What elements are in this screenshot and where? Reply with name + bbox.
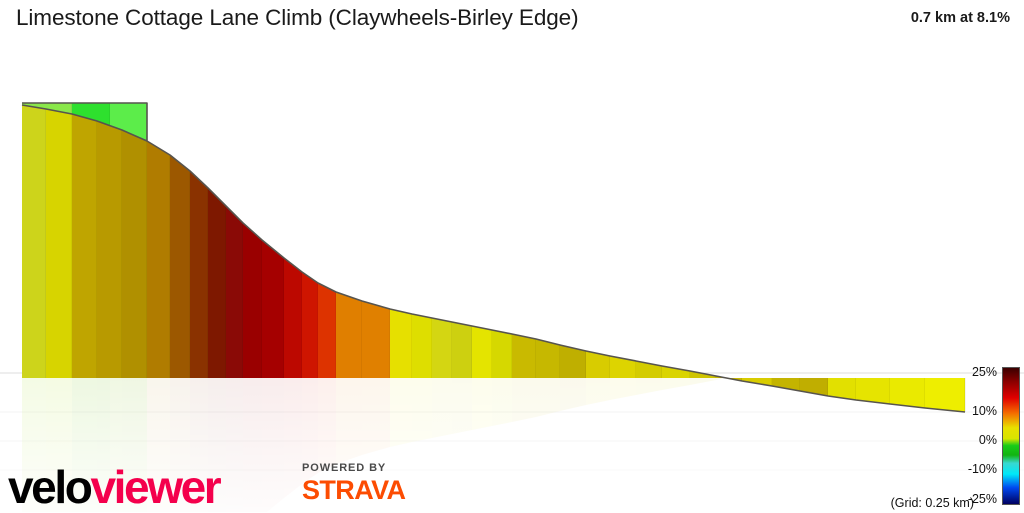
gradient-segment: [72, 114, 97, 378]
powered-by-label: POWERED BY: [302, 462, 387, 474]
grid-spacing-note: (Grid: 0.25 km): [890, 496, 974, 510]
gradient-segment: [536, 339, 560, 378]
reflection-segment: [742, 370, 772, 378]
gradient-segment: [362, 301, 390, 378]
logo-text-viewer: viewer: [90, 461, 221, 513]
page-title: Limestone Cottage Lane Climb (Claywheels…: [16, 5, 579, 30]
branding-footer: veloviewer POWERED BY STRAVA: [0, 452, 430, 512]
gradient-segment: [610, 356, 636, 378]
gradient-segment: [243, 223, 262, 378]
legend-label-neg10pct: -10%: [967, 462, 997, 476]
legend-label-0pct: 0%: [978, 433, 997, 447]
gradient-segment: [890, 378, 925, 408]
reflection-segment: [828, 356, 856, 378]
gradient-segment: [170, 155, 190, 378]
gradient-segment: [302, 272, 318, 378]
veloviewer-logo[interactable]: veloviewer: [8, 461, 222, 513]
strava-wordmark: STRAVA: [302, 475, 406, 505]
gradient-segment: [97, 121, 122, 378]
gradient-segment: [472, 326, 492, 378]
reflection-segment: [856, 352, 890, 378]
gradient-segment: [412, 314, 432, 378]
gradient-segment: [208, 188, 226, 378]
plateau-block: [110, 103, 147, 141]
climb-summary-stat: 0.7 km at 8.1%: [910, 10, 1010, 26]
gradient-segment: [432, 318, 452, 378]
gradient-segment: [262, 240, 284, 378]
gradient-segment: [856, 378, 890, 404]
gradient-segment: [284, 258, 302, 378]
gradient-segment: [586, 351, 610, 378]
gradient-segment: [512, 334, 536, 378]
gradient-segment: [828, 378, 856, 400]
gradient-segment: [560, 345, 586, 378]
gradient-segment: [122, 130, 147, 378]
gradient-segments: [22, 105, 966, 412]
gradient-segment: [452, 322, 472, 378]
strava-attribution[interactable]: POWERED BY STRAVA: [302, 463, 422, 504]
gradient-segment: [318, 283, 336, 378]
gradient-legend: 25% 10% 0% -10% -25%: [946, 362, 1024, 512]
gradient-segment: [925, 378, 965, 412]
plateau-block: [72, 103, 110, 126]
gradient-segment: [226, 206, 243, 378]
legend-label-10pct: 10%: [971, 404, 997, 418]
gradient-segment: [147, 141, 170, 378]
gradient-segment: [662, 366, 690, 378]
gradient-segment: [390, 309, 412, 378]
gradient-segment: [22, 105, 46, 378]
legend-label-neg25pct: -25%: [967, 492, 997, 506]
terrain-outline: [21, 102, 966, 413]
logo-text-velo: velo: [8, 461, 93, 513]
legend-label-25pct: 25%: [971, 365, 997, 379]
gradient-segment: [46, 109, 72, 378]
gradient-segment: [190, 171, 208, 378]
reflection-segment: [800, 360, 828, 378]
gradient-segment: [336, 292, 362, 378]
gradient-segment: [492, 330, 512, 378]
gradient-segment: [772, 378, 800, 391]
chart-header: Limestone Cottage Lane Climb (Claywheels…: [0, 0, 1024, 44]
reflection-segment: [772, 365, 800, 378]
gradient-colorbar: [1002, 367, 1020, 505]
